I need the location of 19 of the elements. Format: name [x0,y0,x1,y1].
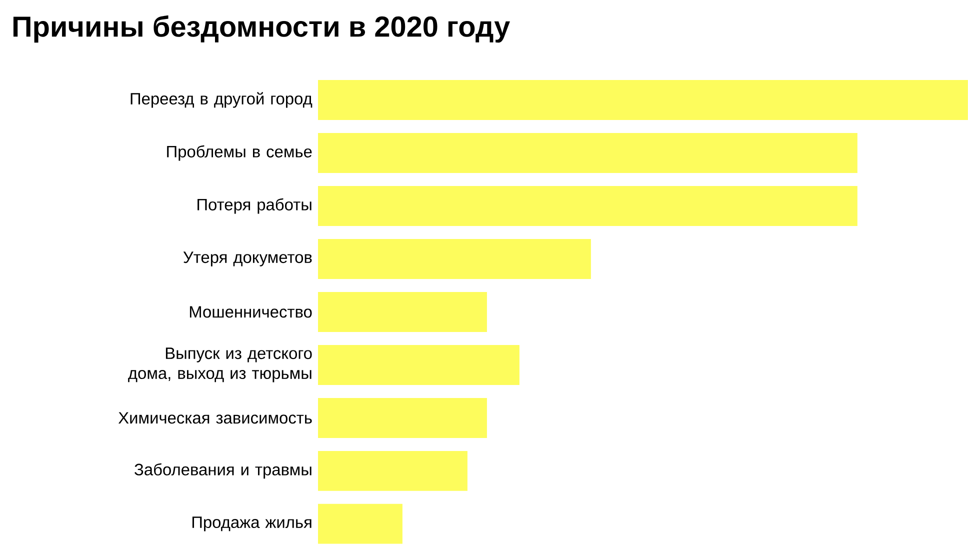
y-tick-label: Переезд в другой город [130,92,312,108]
bar [318,344,520,385]
bar [318,504,402,544]
y-tick-label: Выпуск из детского дома, выход из тюрьмы [128,348,312,382]
y-tick-label: Утеря докуметов [183,252,312,266]
y-tick-label: Мошенничество [190,306,312,318]
y-tick-label: Проблемы в семье [167,145,312,161]
y-tick-label: Химическая зависимость [118,412,312,424]
bar [318,398,487,438]
y-tick-label: Заболевания и травмы [134,463,312,479]
chart-title: Причины бездомности в 2020 году [13,15,510,43]
bar [318,80,968,120]
bar [318,186,858,226]
bar [318,292,487,332]
bar [318,133,858,174]
y-tick-label: Продажа жилья [192,516,312,532]
y-tick-label: Потеря работы [198,198,312,214]
bar [318,239,591,279]
bar [318,450,468,491]
